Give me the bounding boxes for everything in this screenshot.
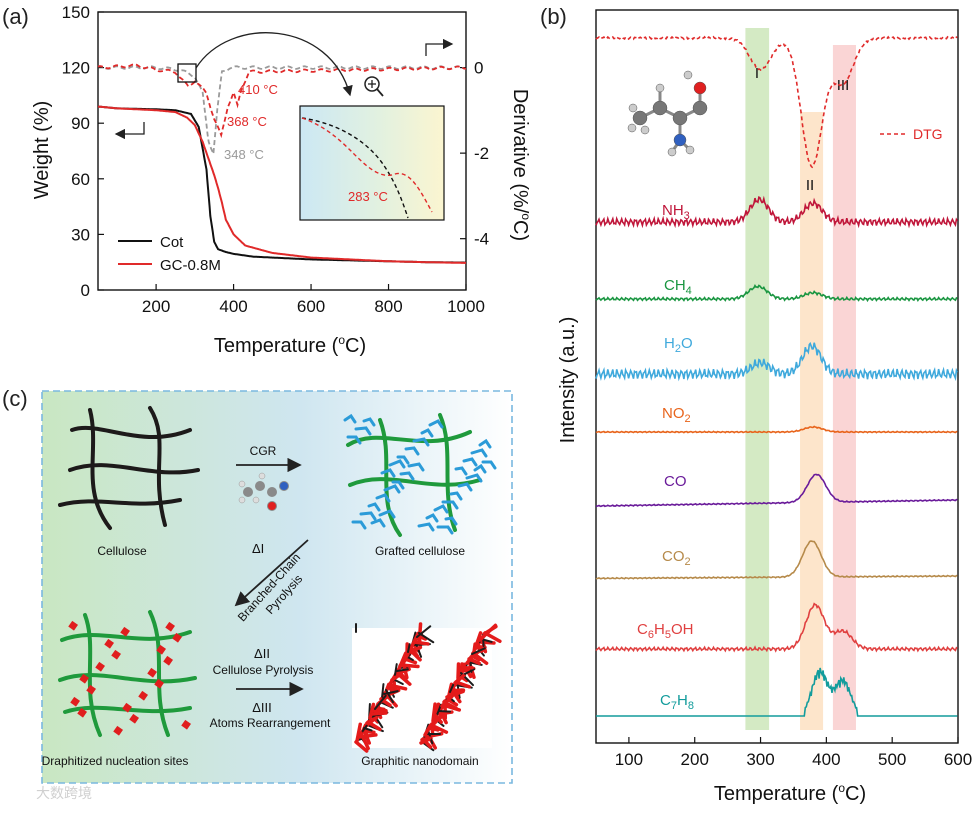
- left-axis-arrow: [116, 122, 144, 134]
- y-left-tick-label: 90: [71, 114, 90, 133]
- y-right-tick-label: 0: [474, 59, 483, 78]
- watermark: 大数跨境: [36, 785, 92, 801]
- y-right-tick-label: -2: [474, 144, 489, 163]
- panel-b-x-title: Temperature (oC): [714, 781, 866, 805]
- series-line-dtg: [596, 37, 957, 167]
- series-line-no2: [596, 427, 957, 433]
- x-tick-label: 200: [142, 297, 170, 316]
- x-tick-label: 500: [878, 750, 906, 769]
- series-line-co2: [596, 541, 957, 579]
- x-tick-label: 300: [746, 750, 774, 769]
- panel-c-label: (c): [2, 386, 28, 411]
- series-line-c6h5oh: [596, 604, 957, 651]
- panel-a-y-left-title: Weight (%): [31, 101, 53, 200]
- graphitic-nanodomain-image: [352, 624, 500, 751]
- y-right-tick-label: -4: [474, 230, 489, 249]
- gas-label-ch4: CH4: [664, 277, 692, 297]
- annotation-348: 348 °C: [224, 147, 264, 162]
- gas-label-c7h8: C7H8: [660, 692, 694, 712]
- delta-2-label: ΔII: [254, 646, 270, 661]
- gas-label-c6h5oh: C6H5OH: [637, 621, 693, 641]
- region-band-i: [745, 28, 769, 730]
- legend-label-gc: GC-0.8M: [160, 257, 221, 274]
- legend-label-dtg: DTG: [913, 126, 943, 142]
- panel-b-label: (b): [540, 4, 567, 29]
- panel-a-y-right-title: Derivative (%/oC): [509, 89, 533, 241]
- y-left-tick-label: 0: [81, 281, 90, 300]
- region-band-iii: [833, 45, 856, 730]
- panel-a-chart: 200 400 600 800 1000 0 30 60 90 120 150 0 -2 -4 Cot GC-…: [62, 3, 490, 316]
- y-left-tick-label: 150: [62, 3, 90, 22]
- panel-c-schematic: Cellulose Grafted cellulose CGR ΔI Branc…: [42, 391, 512, 783]
- gas-label-co2: CO2: [662, 548, 691, 568]
- series-line-c7h8: [596, 668, 957, 716]
- x-tick-label: 400: [812, 750, 840, 769]
- legend-label-cot: Cot: [160, 234, 184, 251]
- zoom-region-box: [178, 64, 196, 82]
- atoms-rearrangement-label: Atoms Rearrangement: [210, 716, 331, 730]
- gas-label-h2o: H2O: [664, 335, 693, 355]
- x-tick-label: 100: [615, 750, 643, 769]
- series-line-nh3: [596, 197, 957, 226]
- annotation-410: 410 °C: [238, 82, 278, 97]
- series-line-h2o: [596, 343, 957, 380]
- panel-a-x-title: Temperature (oC): [214, 333, 366, 357]
- cgr-label: CGR: [250, 444, 277, 458]
- x-tick-label: 1000: [447, 297, 485, 316]
- series-line-ch4: [596, 286, 957, 301]
- annotation-368: 368 °C: [227, 114, 267, 129]
- panel-b-y-title: Intensity (a.u.): [557, 317, 579, 444]
- y-left-tick-label: 120: [62, 59, 90, 78]
- annotation-283: 283 °C: [348, 189, 388, 204]
- magnifier-icon: [365, 77, 383, 96]
- series-line-co: [596, 474, 957, 506]
- delta-1-label: ΔI: [252, 541, 264, 556]
- x-tick-label: 600: [944, 750, 972, 769]
- y-left-tick-label: 30: [71, 225, 90, 244]
- grafted-label: Grafted cellulose: [375, 544, 465, 558]
- delta-3-label: ΔIII: [252, 700, 272, 715]
- molecule-model-icon: [628, 71, 707, 156]
- gas-label-no2: NO2: [662, 405, 691, 425]
- y-left-tick-label: 60: [71, 170, 90, 189]
- panel-a-label: (a): [2, 4, 29, 29]
- region-label-ii: II: [806, 177, 814, 194]
- x-tick-label: 600: [297, 297, 325, 316]
- right-axis-arrow: [426, 44, 452, 56]
- gas-label-co: CO: [664, 473, 687, 490]
- x-tick-label: 200: [681, 750, 709, 769]
- x-tick-label: 400: [219, 297, 247, 316]
- cellulose-label: Cellulose: [97, 544, 147, 558]
- cellulose-pyrolysis-label: Cellulose Pyrolysis: [213, 663, 314, 677]
- graphitic-label: Graphitic nanodomain: [361, 754, 478, 768]
- nucleation-label: Draphitized nucleation sites: [42, 754, 189, 768]
- x-tick-label: 800: [374, 297, 402, 316]
